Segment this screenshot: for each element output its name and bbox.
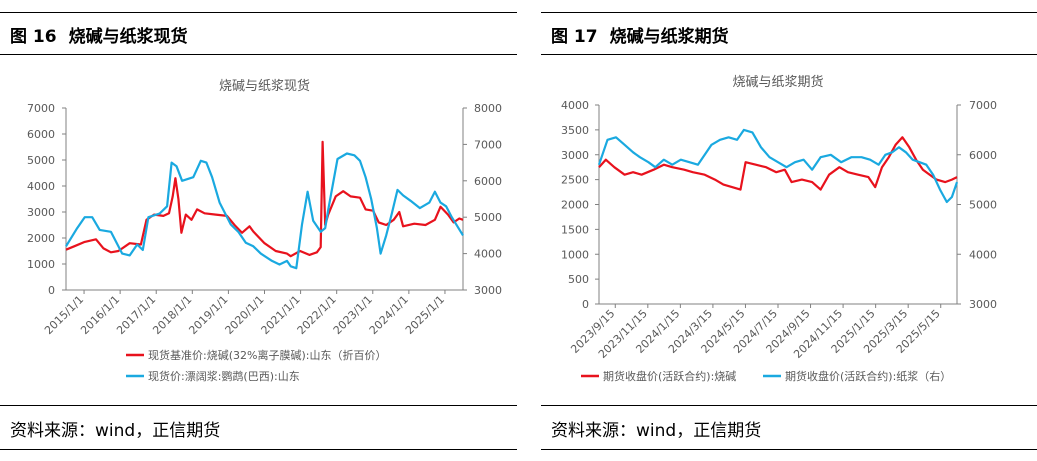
series-line-blue xyxy=(597,128,959,204)
legend-label: 期货收盘价(活跃合约):烧碱 xyxy=(603,369,736,383)
y-left-tick-label: 4000 xyxy=(561,99,589,112)
y-right-tick-label: 4000 xyxy=(474,248,502,261)
figure-title: 图 17 烧碱与纸浆期货 xyxy=(551,22,729,47)
y-left-tick-label: 2000 xyxy=(561,199,589,212)
title-rule xyxy=(0,54,517,55)
figure-caption: 烧碱与纸浆现货 xyxy=(68,27,188,47)
chart-futures-prices: 烧碱与纸浆期货 0 500 1000 1500 2000 2500 3000 3500 4000 3… xyxy=(561,74,997,383)
y-right-tick-label: 7000 xyxy=(474,138,502,151)
chart-title: 烧碱与纸浆现货 xyxy=(219,78,310,94)
y-left-tick-label: 3000 xyxy=(561,149,589,162)
series-line-red xyxy=(65,140,464,258)
legend-label: 现货基准价:烧碱(32%离子膜碱):山东（折百价） xyxy=(148,348,386,362)
y-left-tick-label: 1000 xyxy=(561,248,589,261)
series-line-red xyxy=(598,136,958,191)
y-left-tick-label: 6000 xyxy=(27,128,55,141)
y-left-tick-label: 0 xyxy=(48,284,55,297)
y-right-tick-label: 6000 xyxy=(474,175,502,188)
y-left-tick-label: 1000 xyxy=(27,258,55,271)
bottom-rule xyxy=(541,449,1037,450)
y-left-tick-label: 1500 xyxy=(561,223,589,236)
y-right-tick-label: 5000 xyxy=(969,199,997,212)
legend-label: 现货价:漂阔浆:鹦鹉(巴西):山东 xyxy=(148,369,300,383)
source-note: 资料来源：wind，正信期货 xyxy=(551,421,762,441)
y-right-tick-label: 5000 xyxy=(474,211,502,224)
bottom-rule xyxy=(0,449,517,450)
y-right-tick-label: 3000 xyxy=(969,298,997,311)
y-left-tick-label: 2500 xyxy=(561,174,589,187)
y-left-tick-label: 4000 xyxy=(27,180,55,193)
y-right-tick-label: 3000 xyxy=(474,284,502,297)
y-right-tick-label: 8000 xyxy=(474,102,502,115)
panel-right: 图 17 烧碱与纸浆期货 烧碱与纸浆期货 0 500 1000 1500 2000 2500 3… xyxy=(541,0,1037,461)
y-right-tick-label: 6000 xyxy=(969,149,997,162)
figure-caption: 烧碱与纸浆期货 xyxy=(609,27,729,47)
series-line-blue xyxy=(65,152,464,270)
y-left-tick-label: 3500 xyxy=(561,124,589,137)
y-left-tick-label: 5000 xyxy=(27,154,55,167)
y-left-tick-label: 500 xyxy=(568,273,589,286)
panel-left: 图 16 烧碱与纸浆现货 烧碱与纸浆现货 0 1000 2000 3000 4000 5000… xyxy=(0,0,517,461)
y-right-tick-label: 7000 xyxy=(969,99,997,112)
y-left-tick-label: 3000 xyxy=(27,206,55,219)
y-left-tick-label: 0 xyxy=(582,298,589,311)
y-left-tick-label: 7000 xyxy=(27,102,55,115)
figure-title: 图 16 烧碱与纸浆现货 xyxy=(10,22,188,47)
figure-number: 图 17 xyxy=(551,27,598,47)
x-tick-label: 2025/1/1 xyxy=(403,293,447,337)
figure-number: 图 16 xyxy=(10,27,57,47)
source-note: 资料来源：wind，正信期货 xyxy=(10,421,221,441)
y-left-tick-label: 2000 xyxy=(27,232,55,245)
title-rule xyxy=(541,54,1037,55)
top-rule xyxy=(0,12,517,13)
source-rule xyxy=(0,405,517,406)
source-rule xyxy=(541,405,1037,406)
y-right-tick-label: 4000 xyxy=(969,248,997,261)
chart-title: 烧碱与纸浆期货 xyxy=(732,74,823,90)
top-rule xyxy=(541,12,1037,13)
legend-label: 期货收盘价(活跃合约):纸浆（右） xyxy=(785,369,951,383)
chart-spot-prices: 烧碱与纸浆现货 0 1000 2000 3000 4000 5000 6000 7000 3000… xyxy=(27,78,502,383)
